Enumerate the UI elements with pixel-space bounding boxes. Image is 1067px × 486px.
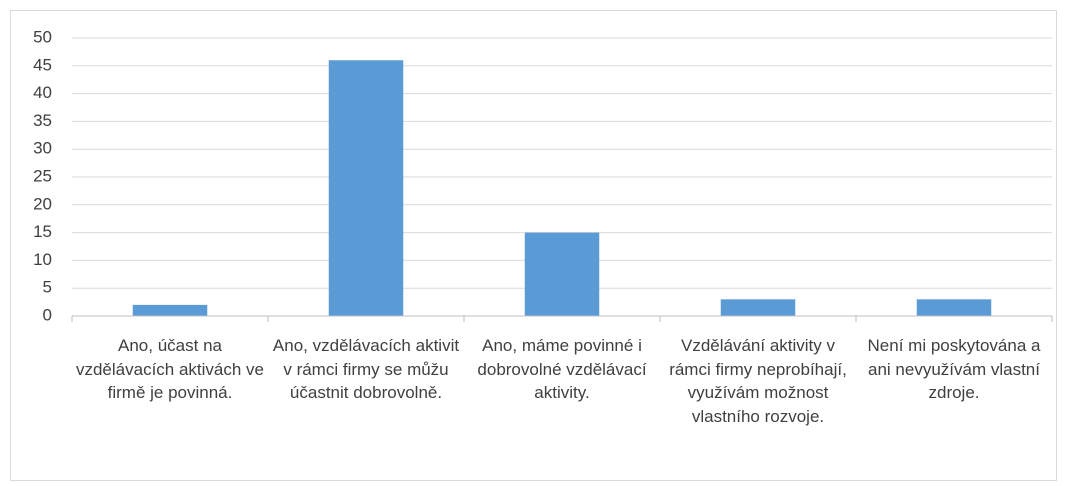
x-tick-label: Vzdělávání aktivity v rámci firmy neprob… (669, 336, 847, 426)
x-tick-label: Ano, účast na vzdělávacích aktivách ve f… (75, 336, 265, 402)
y-tick-label: 45 (33, 55, 52, 74)
y-tick-label: 20 (33, 194, 52, 213)
x-tick-label: Ano, vzdělávacích aktivit v rámci firmy … (272, 336, 460, 402)
x-tick-label: Ano, máme povinné i dobrovolné vzdělávac… (477, 336, 647, 402)
bar (524, 232, 600, 316)
chart-border (10, 10, 1057, 481)
bar (916, 299, 992, 316)
bar (132, 304, 208, 316)
y-tick-label: 50 (33, 27, 52, 46)
y-tick-label: 30 (33, 139, 52, 158)
y-tick-label: 0 (43, 305, 52, 324)
y-tick-label: 40 (33, 83, 52, 102)
x-tick-label: Není mi poskytována a ani nevyužívám vla… (867, 336, 1041, 402)
y-tick-label: 25 (33, 166, 52, 185)
y-tick-label: 15 (33, 222, 52, 241)
y-tick-label: 5 (43, 278, 52, 297)
bar (328, 60, 404, 316)
y-tick-label: 10 (33, 250, 52, 269)
y-tick-label: 35 (33, 111, 52, 130)
bar (720, 299, 796, 316)
